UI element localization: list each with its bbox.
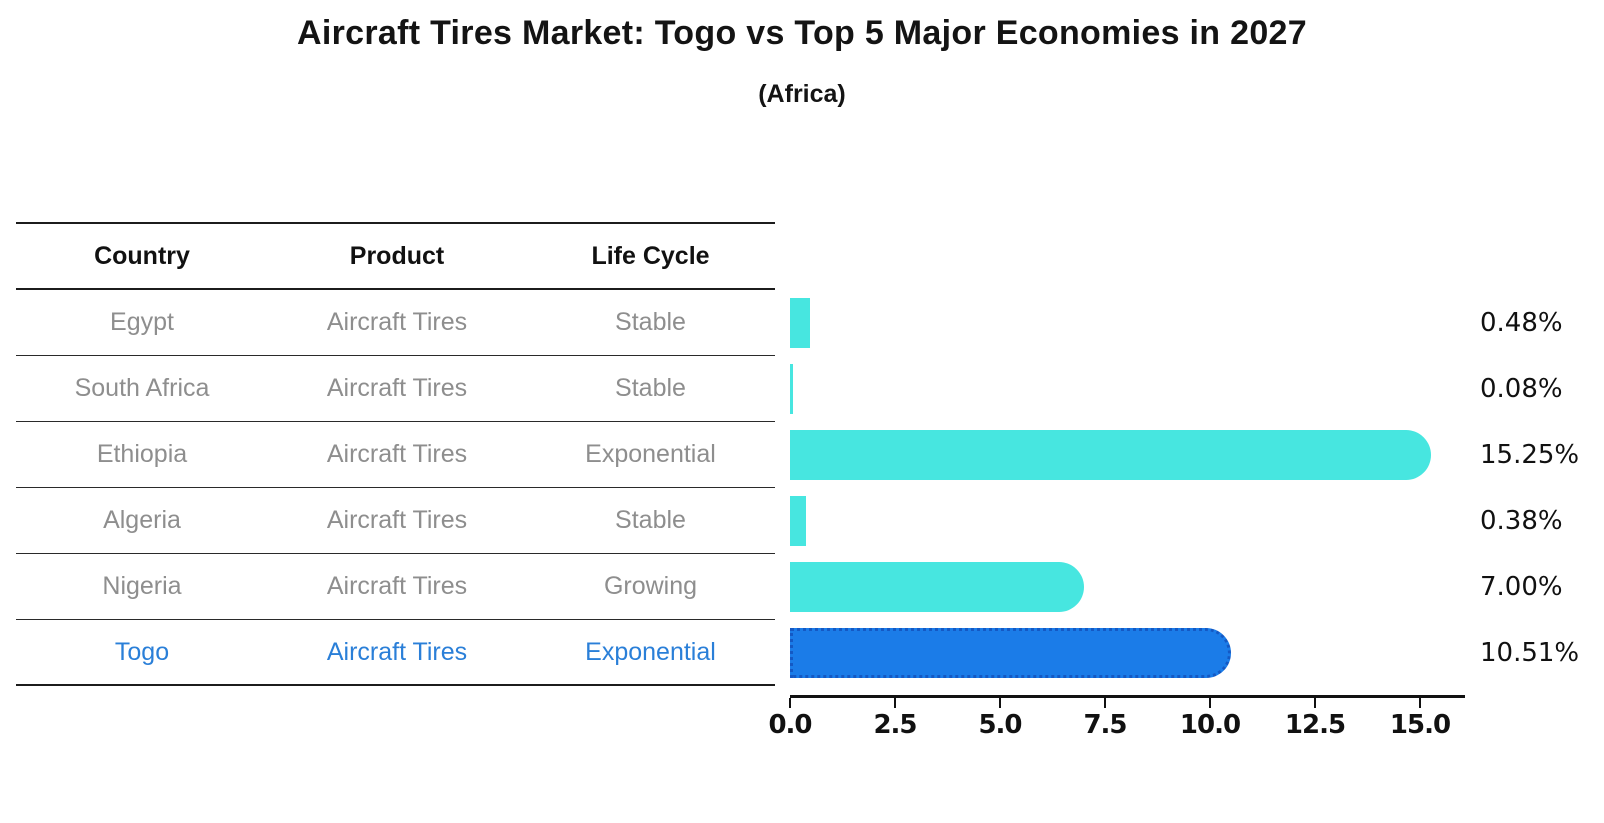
bar-south-africa xyxy=(790,364,794,414)
product-cell: Aircraft Tires xyxy=(326,308,468,336)
life-cycle-cell: Stable xyxy=(615,308,686,336)
country-cell: Nigeria xyxy=(102,572,182,600)
life-cycle-cell: Stable xyxy=(615,506,686,534)
x-axis-tick xyxy=(789,698,791,708)
country-column-header: Country xyxy=(94,241,190,270)
life-cycle-cell: Stable xyxy=(615,374,686,402)
chart-subtitle: (Africa) xyxy=(758,80,846,108)
chart-title: Aircraft Tires Market: Togo vs Top 5 Maj… xyxy=(297,14,1307,52)
bar-row-egypt: 0.48% xyxy=(790,290,1604,356)
x-tick-label: 5.0 xyxy=(978,710,1022,740)
bar-row-south-africa: 0.08% xyxy=(790,356,1604,422)
x-tick-label: 12.5 xyxy=(1284,710,1346,740)
table-row-togo: Togo Aircraft Tires Exponential xyxy=(16,620,775,686)
life-cycle-cell: Growing xyxy=(603,572,698,600)
life-cycle-column-header: Life Cycle xyxy=(591,241,710,270)
product-cell: Aircraft Tires xyxy=(326,637,468,666)
product-cell: Aircraft Tires xyxy=(326,572,468,600)
table-row-south-africa: South Africa Aircraft Tires Stable xyxy=(16,356,775,422)
bar-value-label: 0.48% xyxy=(1480,308,1563,338)
table-row-nigeria: Nigeria Aircraft Tires Growing xyxy=(16,554,775,620)
x-tick-label: 10.0 xyxy=(1179,710,1241,740)
x-tick-label: 15.0 xyxy=(1389,710,1451,740)
table-row-egypt: Egypt Aircraft Tires Stable xyxy=(16,290,775,356)
x-axis-tick xyxy=(1209,698,1211,708)
x-axis-tick xyxy=(999,698,1001,708)
bar-value-label: 7.00% xyxy=(1480,572,1563,602)
product-column-header: Product xyxy=(349,241,445,270)
x-tick-label: 0.0 xyxy=(768,710,812,740)
product-cell: Aircraft Tires xyxy=(326,440,468,468)
x-tick-label: 7.5 xyxy=(1083,710,1127,740)
product-cell: Aircraft Tires xyxy=(326,506,468,534)
x-axis-tick xyxy=(1314,698,1316,708)
x-axis-tick xyxy=(894,698,896,708)
x-axis-tick xyxy=(1104,698,1106,708)
table-row-ethiopia: Ethiopia Aircraft Tires Exponential xyxy=(16,422,775,488)
country-cell: South Africa xyxy=(74,374,210,402)
bar-value-label: 10.51% xyxy=(1480,638,1580,668)
bar-algeria xyxy=(790,496,806,546)
x-tick-label: 2.5 xyxy=(873,710,917,740)
bar-row-algeria: 0.38% xyxy=(790,488,1604,554)
product-cell: Aircraft Tires xyxy=(326,374,468,402)
bar-plot: 0.48% 0.08% 15.25% 0.38% 7.00% 10.51% xyxy=(790,290,1604,686)
country-table: Country Product Life Cycle Egypt Aircraft… xyxy=(16,222,775,686)
country-cell: Algeria xyxy=(103,506,181,534)
bar-row-ethiopia: 15.25% xyxy=(790,422,1604,488)
bar-nigeria xyxy=(790,562,1084,612)
bar-egypt xyxy=(790,298,811,348)
table-header-row: Country Product Life Cycle xyxy=(16,224,775,290)
bar-row-nigeria: 7.00% xyxy=(790,554,1604,620)
table-body: Egypt Aircraft Tires Stable South Africa Air… xyxy=(16,290,775,686)
bar-value-label: 0.38% xyxy=(1480,506,1563,536)
bar-row-togo: 10.51% xyxy=(790,620,1604,686)
bar-value-label: 15.25% xyxy=(1480,440,1580,470)
x-axis: 0.0 2.5 5.0 7.5 10.0 12.5 15.0 xyxy=(768,695,1465,740)
country-cell: Togo xyxy=(114,637,170,666)
table-row-algeria: Algeria Aircraft Tires Stable xyxy=(16,488,775,554)
bar-ethiopia xyxy=(790,430,1431,480)
bar-togo xyxy=(790,628,1232,678)
bar-value-label: 0.08% xyxy=(1480,374,1563,404)
country-cell: Ethiopia xyxy=(96,440,188,468)
life-cycle-cell: Exponential xyxy=(585,440,716,468)
x-axis-tick xyxy=(1419,698,1421,708)
life-cycle-cell: Exponential xyxy=(585,637,716,666)
country-cell: Egypt xyxy=(110,308,174,336)
